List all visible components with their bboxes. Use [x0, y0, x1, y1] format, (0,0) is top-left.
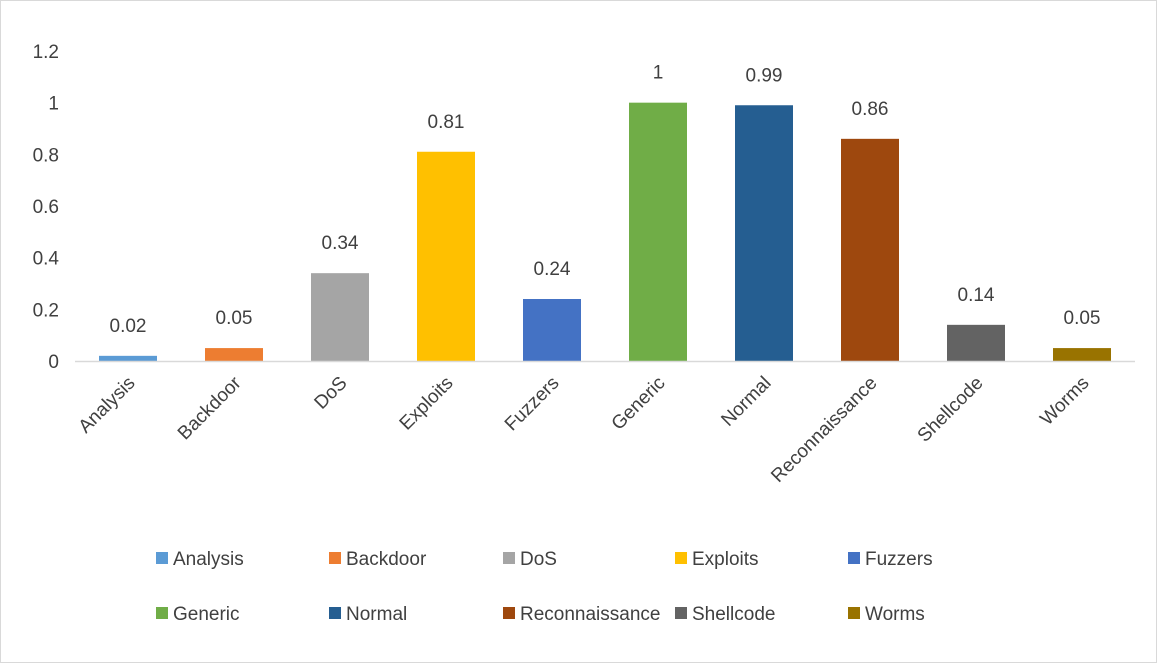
- legend-label: Exploits: [692, 549, 759, 570]
- data-labels-group: 0.02 0.05 0.34 0.81 0.24 1 0.99 0.86 0.14 0.05: [110, 63, 1101, 337]
- y-tick-label: 0.4: [33, 249, 60, 270]
- bar-shellcode: [947, 324, 1005, 361]
- legend-swatch: [156, 607, 168, 619]
- legend-label: DoS: [520, 549, 557, 570]
- y-tick-label: 0.8: [33, 145, 59, 166]
- category-label: Backdoor: [174, 372, 246, 444]
- category-label: Analysis: [75, 373, 140, 438]
- legend-swatch: [675, 552, 687, 564]
- bar-exploits: [417, 151, 475, 361]
- legend-swatch: [848, 552, 860, 564]
- category-labels-group: Analysis Backdoor DoS Exploits Fuzzers Generi…: [75, 372, 1094, 487]
- data-label: 0.05: [1064, 308, 1101, 329]
- y-tick-label: 0.6: [33, 197, 59, 218]
- bar-generic: [629, 102, 687, 362]
- bar-fuzzers: [523, 299, 581, 361]
- legend-label: Worms: [865, 604, 925, 625]
- y-tick-label: 0: [48, 352, 59, 373]
- category-label: Normal: [717, 373, 775, 431]
- legend-swatch: [503, 607, 515, 619]
- category-label: Fuzzers: [501, 373, 564, 436]
- category-label: Shellcode: [914, 373, 988, 447]
- legend-label: Generic: [173, 604, 240, 625]
- legend-swatch: [329, 552, 341, 564]
- bar-dos: [311, 273, 369, 361]
- legend-label: Analysis: [173, 549, 244, 570]
- y-tick-label: 1.2: [33, 42, 59, 63]
- data-label: 0.02: [110, 316, 147, 337]
- data-label: 0.86: [852, 99, 889, 120]
- category-label: Generic: [608, 373, 670, 435]
- bar-reconnaissance: [841, 138, 899, 361]
- category-label: Exploits: [396, 373, 458, 435]
- legend-label: Shellcode: [692, 604, 775, 625]
- legend-swatch: [503, 552, 515, 564]
- category-label: Reconnaissance: [767, 373, 881, 487]
- y-axis-ticks: 0 0.2 0.4 0.6 0.8 1 1.2: [33, 42, 60, 373]
- bar-backdoor: [205, 348, 263, 361]
- legend-label: Fuzzers: [865, 549, 933, 570]
- legend-label: Reconnaissance: [520, 604, 660, 625]
- data-label: 0.24: [534, 259, 571, 280]
- legend-swatch: [848, 607, 860, 619]
- legend-swatch: [156, 552, 168, 564]
- bars-group: [99, 102, 1111, 362]
- category-label: DoS: [311, 373, 352, 414]
- legend: Analysis Backdoor DoS Exploits Fuzzers Generi…: [156, 549, 933, 625]
- y-tick-label: 1: [48, 94, 59, 115]
- data-label: 1: [653, 63, 664, 84]
- legend-swatch: [675, 607, 687, 619]
- bar-worms: [1053, 348, 1111, 361]
- legend-swatch: [329, 607, 341, 619]
- data-label: 0.05: [216, 308, 253, 329]
- data-label: 0.34: [322, 233, 359, 254]
- bar-normal: [735, 105, 793, 361]
- data-label: 0.99: [746, 65, 783, 86]
- data-label: 0.14: [958, 285, 995, 306]
- legend-label: Normal: [346, 604, 407, 625]
- legend-label: Backdoor: [346, 549, 427, 570]
- bar-analysis: [99, 355, 157, 361]
- data-label: 0.81: [428, 112, 465, 133]
- category-label: Worms: [1036, 373, 1093, 430]
- y-tick-label: 0.2: [33, 300, 59, 321]
